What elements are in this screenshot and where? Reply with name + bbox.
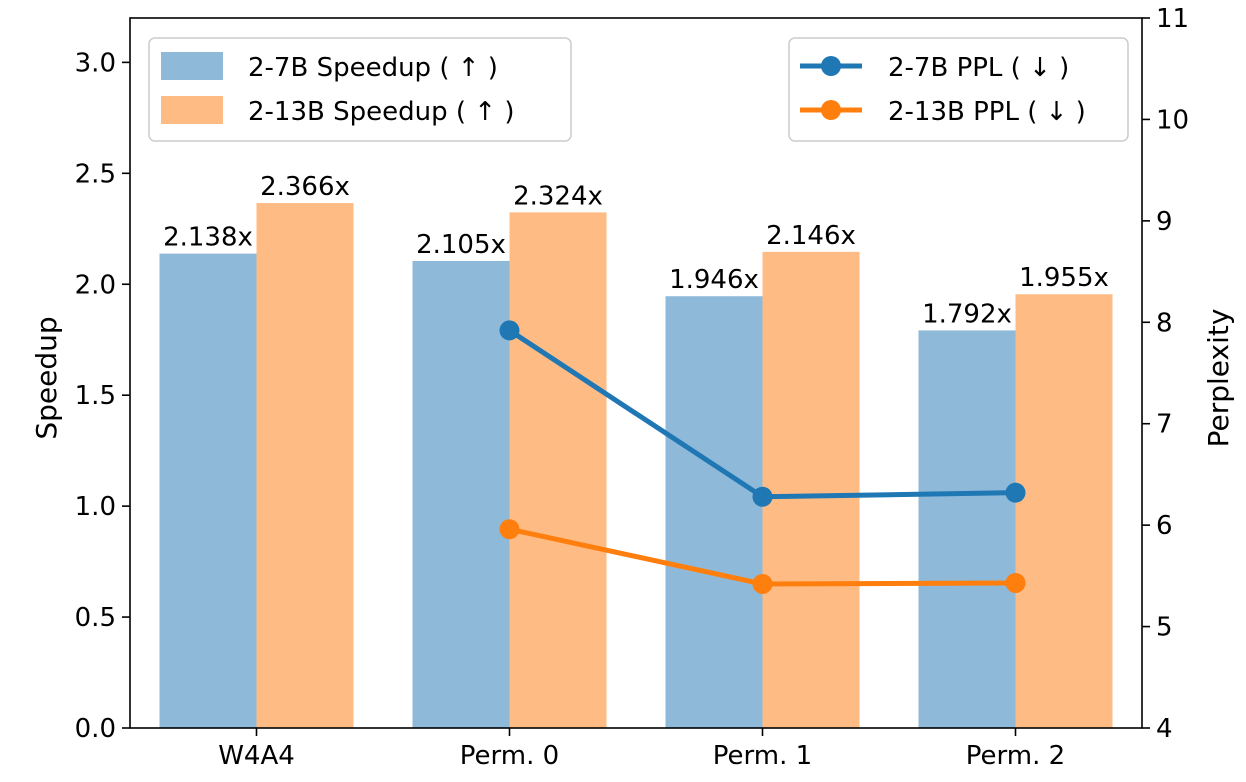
bar-value-label: 1.792x bbox=[922, 299, 1012, 329]
y-tick-label: 3.0 bbox=[75, 48, 116, 78]
bar-value-label: 2.105x bbox=[416, 230, 506, 260]
bar-value-label: 2.366x bbox=[260, 172, 350, 202]
legend-label: 2-13B Speedup ( ↑ ) bbox=[248, 97, 514, 127]
bar bbox=[665, 296, 763, 728]
y-tick-label: 1.5 bbox=[75, 381, 116, 411]
y2-tick-label: 8 bbox=[1156, 308, 1173, 338]
x-tick-label: Perm. 0 bbox=[460, 741, 559, 771]
y2-tick-label: 5 bbox=[1156, 613, 1173, 643]
legend-label: 2-7B PPL ( ↓ ) bbox=[888, 53, 1069, 83]
legend-label: 2-7B Speedup ( ↑ ) bbox=[248, 53, 498, 83]
y-tick-label: 1.0 bbox=[75, 492, 116, 522]
axes-layer: 0.0 0.5 1.0 1.5 2.0 2.5 3.0 4 5 6 7 8 9 10 11 W4A4 Perm.… bbox=[75, 4, 1189, 771]
x-tick-label: W4A4 bbox=[218, 741, 295, 771]
ppl-marker bbox=[1005, 572, 1026, 593]
y2-tick-label: 6 bbox=[1156, 511, 1173, 541]
x-tick-label: Perm. 2 bbox=[966, 741, 1065, 771]
bar bbox=[762, 251, 860, 728]
y-axis-title: Speedup bbox=[30, 316, 63, 439]
y2-tick-label: 7 bbox=[1156, 410, 1173, 440]
y2-axis-title: Perplexity bbox=[1202, 309, 1235, 448]
ppl-marker bbox=[499, 519, 520, 540]
y2-tick-label: 11 bbox=[1156, 4, 1189, 34]
legend-swatch bbox=[161, 96, 223, 124]
bar bbox=[1015, 294, 1113, 728]
y-tick-label: 2.5 bbox=[75, 159, 116, 189]
bar-labels-layer: 2.138x 2.105x 1.946x 1.792x 2.366x 2.324x 2.14… bbox=[163, 172, 1109, 329]
bar bbox=[412, 260, 510, 728]
bar bbox=[159, 253, 257, 728]
ppl-marker bbox=[752, 486, 773, 507]
legend-marker bbox=[821, 56, 841, 76]
bar-value-label: 1.946x bbox=[669, 265, 759, 295]
y2-tick-label: 9 bbox=[1156, 207, 1173, 237]
bar-value-label: 2.324x bbox=[513, 181, 603, 211]
y2-tick-label: 10 bbox=[1156, 105, 1189, 135]
legend-label: 2-13B PPL ( ↓ ) bbox=[888, 97, 1086, 127]
y2-tick-label: 4 bbox=[1156, 714, 1173, 744]
ppl-marker bbox=[1005, 482, 1026, 503]
x-tick-label: Perm. 1 bbox=[713, 741, 812, 771]
legend-lines: 2-7B PPL ( ↓ ) 2-13B PPL ( ↓ ) bbox=[788, 37, 1129, 142]
bar bbox=[256, 203, 354, 728]
legend-marker bbox=[821, 100, 841, 120]
y-tick-label: 2.0 bbox=[75, 270, 116, 300]
y-tick-label: 0.0 bbox=[75, 714, 116, 744]
y-tick-label: 0.5 bbox=[75, 603, 116, 633]
legend-box bbox=[148, 37, 572, 142]
legend-box bbox=[788, 37, 1129, 142]
ppl-marker bbox=[499, 320, 520, 341]
legend-swatch bbox=[161, 52, 223, 80]
lines-layer bbox=[499, 320, 1026, 594]
legend-bars: 2-7B Speedup ( ↑ ) 2-13B Speedup ( ↑ ) bbox=[148, 37, 572, 142]
bar bbox=[509, 212, 607, 729]
bar bbox=[918, 330, 1016, 728]
bars-layer bbox=[159, 203, 1113, 729]
bar-value-label: 2.146x bbox=[766, 221, 856, 251]
ppl-marker bbox=[752, 573, 773, 594]
bar-value-label: 1.955x bbox=[1019, 263, 1109, 293]
plot-frame bbox=[129, 17, 1143, 729]
bar-value-label: 2.138x bbox=[163, 223, 253, 253]
